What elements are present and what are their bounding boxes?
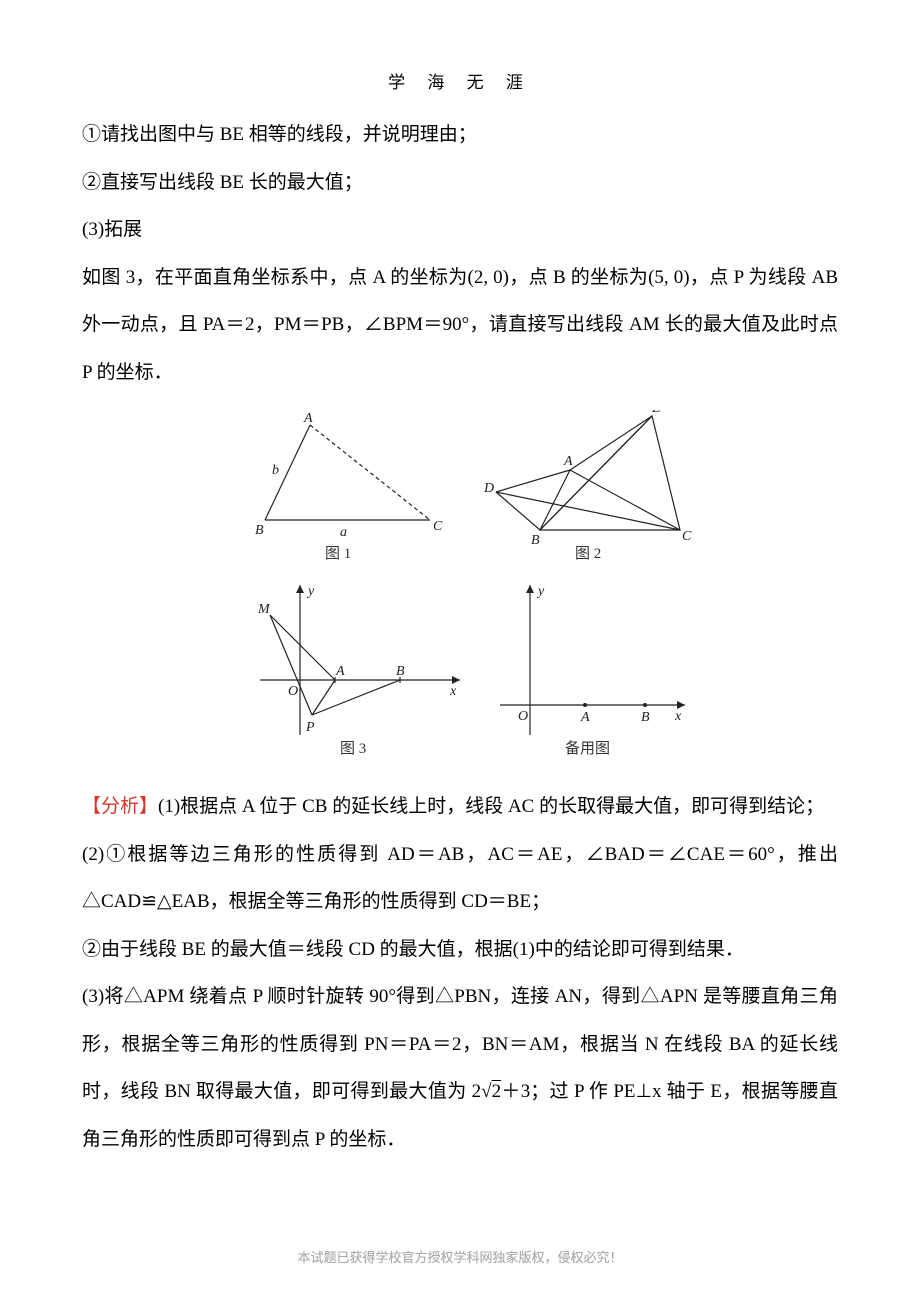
fig3-label-O: O <box>288 684 298 699</box>
analysis-p1: 【分析】(1)根据点 A 位于 CB 的延长线上时，线段 AC 的长取得最大值，… <box>82 783 838 831</box>
fig3-label-B: B <box>396 664 405 679</box>
figure-2: A B C D E 图 2 <box>483 410 692 562</box>
fig2-label-E: E <box>651 410 661 416</box>
fig2-label-A: A <box>563 454 573 469</box>
fig1-label-C: C <box>433 519 443 534</box>
fig2-label-C: C <box>682 529 692 544</box>
figure-3: O A B M P x y 图 3 <box>257 584 460 757</box>
analysis-1-text: (1)根据点 A 位于 CB 的延长线上时，线段 AC 的长取得最大值，即可得到… <box>158 796 824 817</box>
fig1-label-B: B <box>255 523 264 538</box>
fig1-label-A: A <box>303 411 313 426</box>
analysis-p3: ②由于线段 BE 的最大值＝线段 CD 的最大值，根据(1)中的结论即可得到结果… <box>82 926 838 974</box>
fig3-label-M: M <box>257 602 271 617</box>
analysis-p2: (2)①根据等边三角形的性质得到 AD＝AB，AC＝AE，∠BAD＝∠CAE＝6… <box>82 831 838 926</box>
paragraph-q3-heading: (3)拓展 <box>82 206 838 254</box>
fig3-label-A: A <box>335 664 345 679</box>
page-header-title: 学 海 无 涯 <box>82 68 838 93</box>
fig4-label-x: x <box>674 709 682 724</box>
fig3-label-y: y <box>306 584 315 599</box>
fig1-side-a: a <box>340 525 347 540</box>
paragraph-q2: ②直接写出线段 BE 长的最大值； <box>82 159 838 207</box>
fig2-caption: 图 2 <box>575 545 601 562</box>
fig3-caption: 图 3 <box>340 740 366 757</box>
fig4-label-B: B <box>641 710 650 725</box>
paragraph-q3-body: 如图 3，在平面直角坐标系中，点 A 的坐标为(2, 0)，点 B 的坐标为(5… <box>82 254 838 397</box>
page-footer-real: 本试题已获得学校官方授权学科网独家版权，侵权必究！ <box>0 1247 920 1266</box>
footer-text: 本试题已获得学校官方授权学科网独家版权，侵权必究！ <box>297 1250 622 1265</box>
figures-block: A B C b a 图 1 A B C D E 图 2 <box>82 410 838 765</box>
fig4-label-A: A <box>580 710 590 725</box>
fig1-caption: 图 1 <box>325 545 351 562</box>
fig4-label-y: y <box>536 584 545 599</box>
analysis-label: 【分析】 <box>82 796 158 817</box>
sqrt-expr: √ <box>481 1081 491 1102</box>
fig2-label-B: B <box>531 533 540 548</box>
figure-spare: O A B x y 备用图 <box>500 584 685 757</box>
fig4-caption: 备用图 <box>565 740 610 757</box>
sqrt-radicand: 2 <box>492 1081 502 1102</box>
fig1-side-b: b <box>272 463 279 478</box>
fig4-label-O: O <box>518 709 528 724</box>
paragraph-q1: ①请找出图中与 BE 相等的线段，并说明理由； <box>82 111 838 159</box>
fig3-label-x: x <box>449 684 457 699</box>
fig3-label-P: P <box>305 720 315 735</box>
fig2-label-D: D <box>483 481 494 496</box>
analysis-p4: (3)将△APM 绕着点 P 顺时针旋转 90°得到△PBN，连接 AN，得到△… <box>82 973 838 1163</box>
figures-svg: A B C b a 图 1 A B C D E 图 2 <box>210 410 710 760</box>
figure-1: A B C b a 图 1 <box>255 411 443 562</box>
